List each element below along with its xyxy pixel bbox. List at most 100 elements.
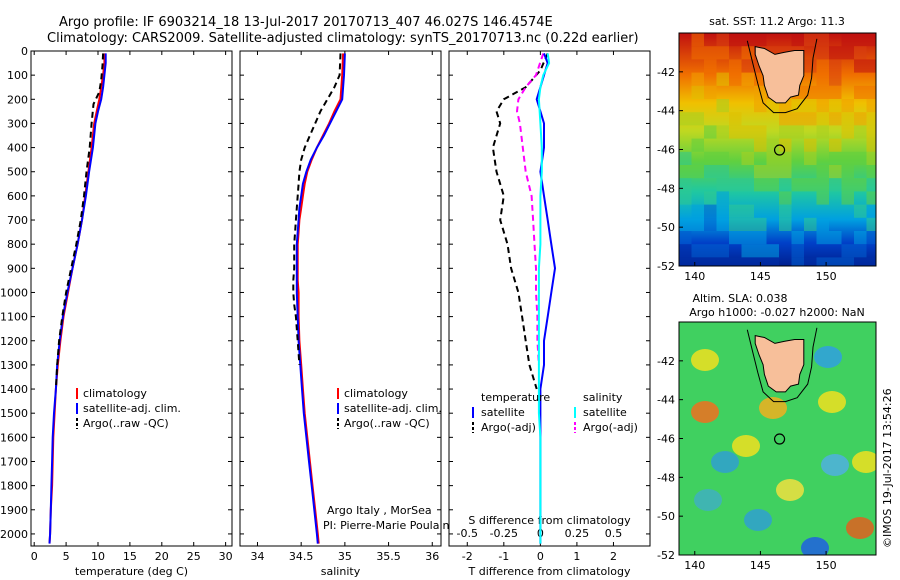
sst-cell [829,151,842,165]
sst-cell [716,244,729,258]
map-panels: 140 145 150 -42 -44 -46 -48 -50 -52 140 145 150 -42 -… [657,15,877,572]
sst-cell [829,178,842,192]
sst-cell [766,151,779,165]
legend-label: Argo(-adj) [481,421,536,434]
x2-tick-label: -0.25 [490,527,518,540]
sst-cell [816,125,829,139]
legend-label: climatology [83,387,147,400]
sst-cell [866,125,876,139]
sst-cell [841,244,854,258]
profile-panels: 0100200300400500600700800900100011001200… [0,45,651,578]
credit-line2: PI: Pierre-Marie Poulain [323,519,450,532]
depth-tick-label: 600 [7,190,28,203]
sst-cell [691,138,704,152]
sst-cell [866,165,876,179]
sst-cell [741,59,754,73]
sst-cell [829,85,842,99]
depth-tick-label: 1000 [0,286,28,299]
sst-cell [691,217,704,231]
sst-cell [679,151,692,165]
sst-cell [729,125,742,139]
legend-label: satellite [583,406,627,419]
sst-cell [779,178,792,192]
sst-cell [754,231,767,245]
sst-cell [741,217,754,231]
sst-cell [816,191,829,205]
sst-cell [754,125,767,139]
sst-cell [841,151,854,165]
depth-tick-label: 1900 [0,504,28,517]
sst-cell [704,59,717,73]
depth-tick-label: 1800 [0,480,28,493]
depth-contour [746,38,818,114]
sst-cell [816,217,829,231]
sst-cell [779,125,792,139]
sst-cell [854,231,867,245]
sst-cell [816,165,829,179]
sst-cell [691,165,704,179]
depth-tick-label: 1400 [0,383,28,396]
sst-cell [854,257,867,266]
x-tick-label: 35 [338,550,352,563]
sst-cell [816,257,829,266]
sla-blob [814,346,842,368]
sst-cell [804,178,817,192]
sst-cell [741,151,754,165]
sst-cell [741,244,754,258]
profile-panel-temperature: 0100200300400500600700800900100011001200… [0,45,233,578]
sst-cell [804,112,817,126]
x2-axis-label: S difference from climatology [468,514,631,527]
sst-cell [779,165,792,179]
sst-cell [741,178,754,192]
sst-cell [816,178,829,192]
sla-blob [732,435,760,457]
sst-cell [866,138,876,152]
tasmania-land [754,45,805,104]
sst-cell [866,112,876,126]
x-tick-label: 10 [91,550,105,563]
sla-blob [694,489,722,511]
legend-label: Argo(..raw -QC) [83,417,169,430]
sst-cell [766,178,779,192]
sla-blob [759,397,787,419]
figure-title-line2: Climatology: CARS2009. Satellite-adjuste… [47,31,639,46]
map-y-tick-label: -50 [657,221,675,234]
argo-location-marker [773,144,786,156]
sst-cell [841,112,854,126]
sla-blob [744,509,772,531]
argo-location-marker [773,433,786,445]
sst-cell [754,165,767,179]
sst-cell [704,191,717,205]
series-line [515,53,545,365]
sst-cell [679,165,692,179]
sst-cell [729,217,742,231]
x-tick-label: 20 [155,550,169,563]
map-y-tick-label: -52 [657,260,675,273]
legend-label: Argo(-adj) [583,421,638,434]
sst-cell [716,33,729,47]
sst-cell [704,217,717,231]
x-tick-label: 30 [219,550,233,563]
sst-cell [779,191,792,205]
sst-cell [866,85,876,99]
x-axis-label: salinity [321,565,361,578]
sst-cell [829,99,842,113]
depth-tick-label: 1100 [0,311,28,324]
sst-cell [841,46,854,60]
sst-cell [754,99,767,113]
plot-frame [30,50,233,547]
sst-cell [779,112,792,126]
sst-cell [741,231,754,245]
map-sla_map: 140 145 150 -42 -44 -46 -48 -50 -52 [657,321,877,572]
x2-tick-label: 0.5 [605,527,623,540]
sla-blob [711,451,739,473]
sla-map-title: Altim. SLA: 0.038 [692,292,787,305]
map-y-tick-label: -48 [657,471,675,484]
sst-cell [804,59,817,73]
sst-cell [704,46,717,60]
sla-blob [776,479,804,501]
sst-cell [691,85,704,99]
sst-cell [866,59,876,73]
x-tick-label: 5 [63,550,70,563]
depth-tick-label: 1500 [0,407,28,420]
